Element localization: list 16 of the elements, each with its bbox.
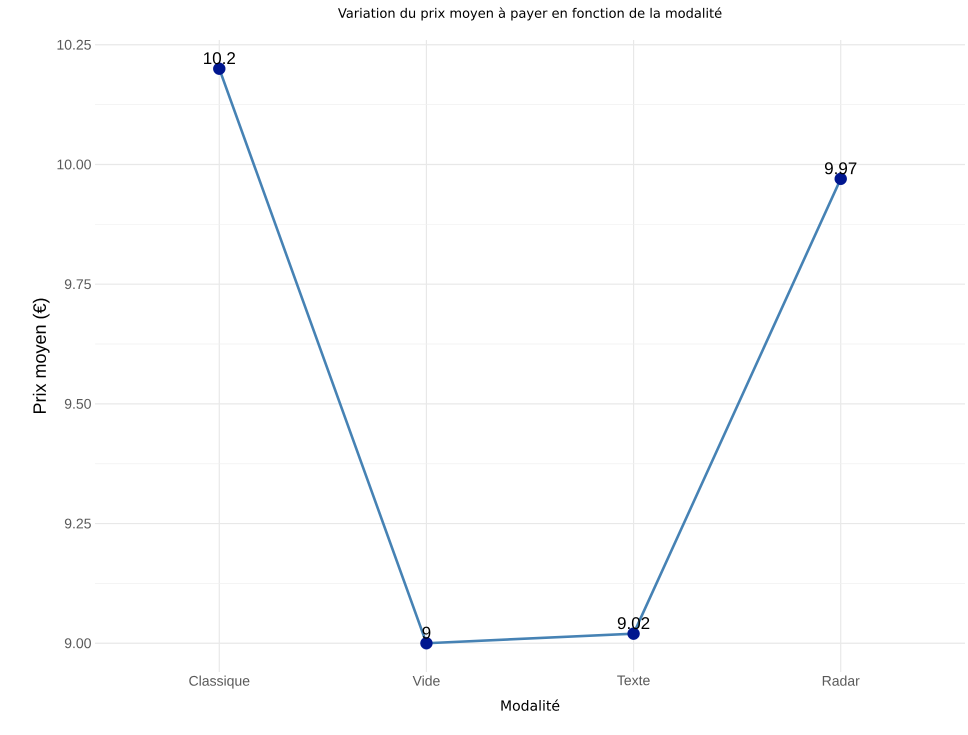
data-label: 10.2: [204, 52, 235, 64]
y-axis-title: Prix moyen (€): [32, 298, 50, 414]
x-tick-label: Classique: [189, 676, 250, 689]
y-tick-label: 9.50: [64, 398, 91, 409]
y-tick-label: 9.75: [64, 279, 91, 290]
data-label: 9.97: [824, 162, 856, 174]
x-axis-title: Modalité: [501, 699, 560, 711]
y-tick-label: 9.00: [64, 638, 91, 648]
point: [420, 637, 433, 650]
y-tick-label: 10.00: [58, 160, 91, 170]
x-tick-label: Radar: [822, 676, 860, 686]
y-tick-label: 9.25: [64, 518, 91, 529]
chart-title: Variation du prix moyen à payer en fonction de la modalité: [338, 7, 722, 20]
x-tick-label: Texte: [617, 676, 650, 686]
y-tick-label: 10.25: [58, 40, 91, 50]
x-tick-label: Vide: [412, 676, 440, 686]
